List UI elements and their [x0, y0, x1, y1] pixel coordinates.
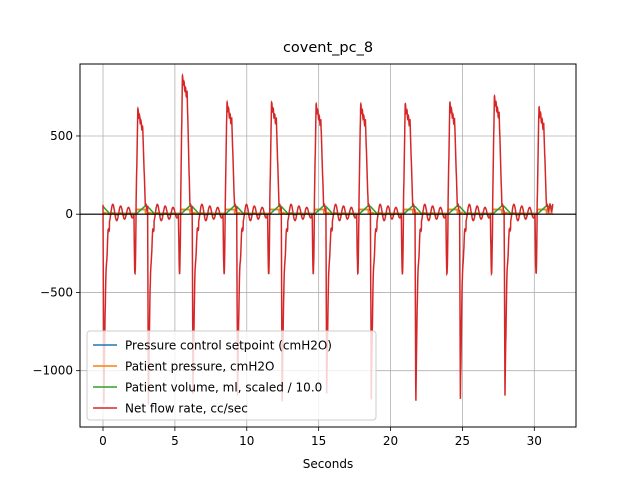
y-tick-label: 500	[50, 129, 73, 143]
plot-frame	[79, 63, 577, 428]
legend: Pressure control setpoint (cmH2O) Patient…	[86, 330, 377, 421]
legend-box	[86, 330, 377, 421]
y-tick-label: −500	[40, 285, 73, 299]
x-tick-label: 20	[383, 434, 398, 448]
chart-title: covent_pc_8	[283, 40, 373, 56]
legend-label: Patient volume, ml, scaled / 10.0	[125, 381, 322, 395]
x-tick-label: 30	[527, 434, 542, 448]
x-tick-label: 10	[239, 434, 254, 448]
x-tick-label: 15	[311, 434, 326, 448]
x-tick-label: 25	[455, 434, 470, 448]
x-tick-label: 5	[171, 434, 179, 448]
legend-label: Patient pressure, cmH2O	[125, 360, 274, 374]
legend-label: Net flow rate, cc/sec	[125, 402, 248, 416]
y-tick-label: 0	[65, 207, 73, 221]
y-tick-label: −1000	[32, 364, 73, 378]
x-tick-label: 0	[99, 434, 107, 448]
legend-label: Pressure control setpoint (cmH2O)	[125, 339, 332, 353]
series-layer	[80, 72, 576, 405]
series-line-net-flow	[102, 72, 554, 405]
x-axis-label: Seconds	[303, 457, 353, 471]
axes: 0 5 10 15 20 25 30 −1000 −500 0 500	[32, 63, 577, 448]
